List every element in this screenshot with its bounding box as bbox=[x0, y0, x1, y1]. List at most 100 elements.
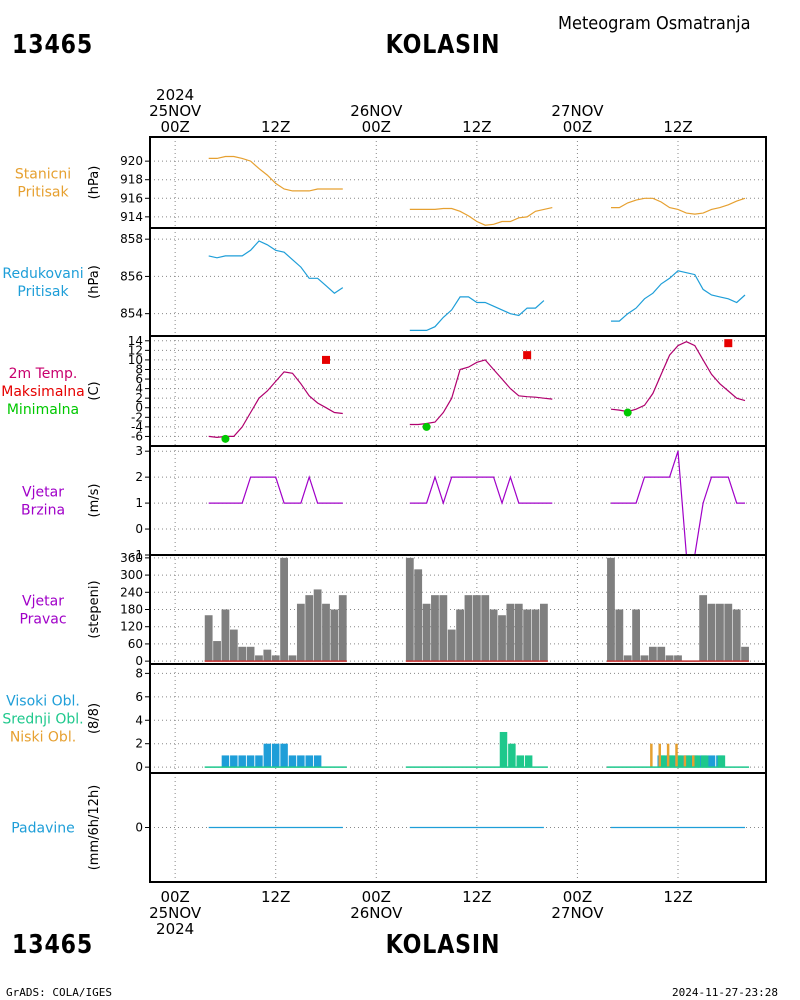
y-tick-label: 918 bbox=[120, 173, 143, 187]
unit-label: (stepeni) bbox=[87, 580, 102, 638]
y-tick-label: 3 bbox=[135, 444, 143, 458]
y-tick-label: 0 bbox=[135, 654, 143, 668]
y-tick-label: 300 bbox=[120, 568, 143, 582]
cloud-bar bbox=[499, 731, 508, 768]
wind-direction-bar bbox=[296, 603, 305, 662]
panel-label: Vjetar bbox=[22, 594, 64, 610]
wind-direction-bar bbox=[204, 615, 213, 662]
wind-direction-bar bbox=[213, 641, 221, 662]
panel-label: Brzina bbox=[21, 503, 65, 519]
y-tick-label: 0 bbox=[135, 522, 143, 536]
wind-direction-bar bbox=[707, 603, 716, 662]
cloud-bar bbox=[717, 755, 726, 768]
time-label-bottom: 25NOV bbox=[149, 904, 202, 922]
panel-label: 2m Temp. bbox=[9, 366, 78, 382]
series-line bbox=[208, 371, 343, 439]
y-tick-label: 0 bbox=[135, 401, 143, 415]
max-temp-marker bbox=[322, 355, 330, 364]
wind-direction-bar bbox=[305, 595, 314, 662]
cloud-bar bbox=[297, 755, 305, 768]
y-tick-label: 8 bbox=[135, 362, 143, 376]
time-label-top: 25NOV bbox=[149, 102, 202, 120]
panel-label: Minimalna bbox=[7, 402, 79, 418]
timestamp-text: 2024-11-27-23:28 bbox=[672, 986, 778, 999]
series-line bbox=[208, 155, 343, 192]
cloud-bar bbox=[692, 755, 701, 768]
series-line bbox=[409, 296, 545, 331]
panel-label: Padavine bbox=[11, 821, 75, 837]
wind-direction-bar bbox=[640, 655, 649, 662]
panel-wind-speed: -1 0 1 2 3 (m/s) Vjetar Brzina bbox=[21, 444, 767, 562]
wind-direction-bar bbox=[540, 603, 548, 662]
panel-label: Srednji Obl. bbox=[2, 712, 83, 728]
time-label-bottom: 26NOV bbox=[350, 904, 403, 922]
unit-label: (C) bbox=[87, 381, 102, 400]
y-tick-label: 120 bbox=[120, 620, 143, 634]
time-label-top: 00Z bbox=[160, 118, 189, 136]
time-label-bottom: 00Z bbox=[563, 888, 592, 906]
time-label-bottom: 2024 bbox=[156, 920, 194, 938]
series-line bbox=[611, 197, 746, 215]
cloud-bar bbox=[508, 743, 516, 768]
y-tick-label: -2 bbox=[131, 410, 143, 424]
cloud-bar bbox=[675, 755, 684, 768]
unit-label: (8/8) bbox=[87, 703, 102, 734]
y-tick-label: 4 bbox=[135, 382, 143, 396]
y-tick-label: 360 bbox=[120, 551, 143, 565]
wind-direction-bar bbox=[623, 655, 632, 662]
station-name-bottom: KOLASIN bbox=[385, 930, 501, 960]
wind-direction-bar bbox=[330, 609, 339, 662]
cloud-bar bbox=[683, 755, 687, 768]
wind-direction-bar bbox=[481, 595, 490, 662]
time-label-top: 12Z bbox=[462, 118, 491, 136]
y-tick-label: 6 bbox=[135, 690, 143, 704]
y-tick-label: 854 bbox=[120, 307, 143, 321]
series-line bbox=[409, 475, 553, 506]
wind-direction-bar bbox=[741, 646, 749, 662]
min-temp-marker bbox=[422, 422, 431, 431]
wind-direction-bar bbox=[657, 646, 666, 662]
panel-label: Pritisak bbox=[17, 185, 69, 201]
cloud-bar bbox=[255, 755, 263, 768]
y-tick-label: 8 bbox=[135, 666, 143, 680]
unit-label: (hPa) bbox=[87, 166, 102, 200]
time-label-top: 00Z bbox=[563, 118, 592, 136]
wind-direction-bar bbox=[431, 595, 439, 662]
cloud-bar bbox=[707, 755, 716, 768]
wind-direction-bar bbox=[523, 609, 532, 662]
series-line bbox=[611, 270, 746, 322]
series-line bbox=[409, 359, 553, 426]
wind-direction-bar bbox=[699, 595, 708, 662]
wind-direction-bar bbox=[464, 595, 473, 662]
time-label-bottom: 00Z bbox=[362, 888, 391, 906]
series-line bbox=[208, 475, 343, 504]
panel-reduced-pressure: 854 856 858 (hPa) Redukovani Pritisak bbox=[2, 227, 767, 337]
panel-label: Pravac bbox=[19, 612, 66, 628]
series-line bbox=[208, 240, 344, 294]
cloud-bar bbox=[650, 743, 653, 768]
y-tick-label: -4 bbox=[131, 420, 143, 434]
wind-direction-bar bbox=[238, 646, 247, 662]
panel-pressure: 914 916 918 920 (hPa) Stanicni Pritisak bbox=[15, 136, 767, 229]
time-label-top: 27NOV bbox=[551, 102, 604, 120]
wind-direction-bar bbox=[263, 649, 272, 662]
cloud-bar bbox=[280, 743, 288, 768]
panel-precipitation: 0 (mm/6h/12h) Padavine bbox=[11, 772, 767, 883]
y-tick-label: 0 bbox=[135, 821, 143, 835]
time-label-bottom: 00Z bbox=[160, 888, 189, 906]
wind-direction-bar bbox=[288, 655, 297, 662]
unit-label: (hPa) bbox=[87, 265, 102, 299]
y-tick-label: 916 bbox=[120, 191, 143, 205]
wind-direction-bar bbox=[506, 603, 515, 662]
wind-direction-bar bbox=[489, 609, 498, 662]
panel-frame bbox=[149, 335, 767, 447]
panel-frame bbox=[149, 772, 767, 883]
time-label-bottom: 27NOV bbox=[551, 904, 604, 922]
wind-direction-bar bbox=[447, 629, 456, 662]
wind-direction-bar bbox=[280, 557, 288, 662]
station-id-top: 13465 bbox=[12, 30, 94, 60]
panel-frame bbox=[149, 136, 767, 229]
time-label-bottom: 12Z bbox=[663, 888, 692, 906]
